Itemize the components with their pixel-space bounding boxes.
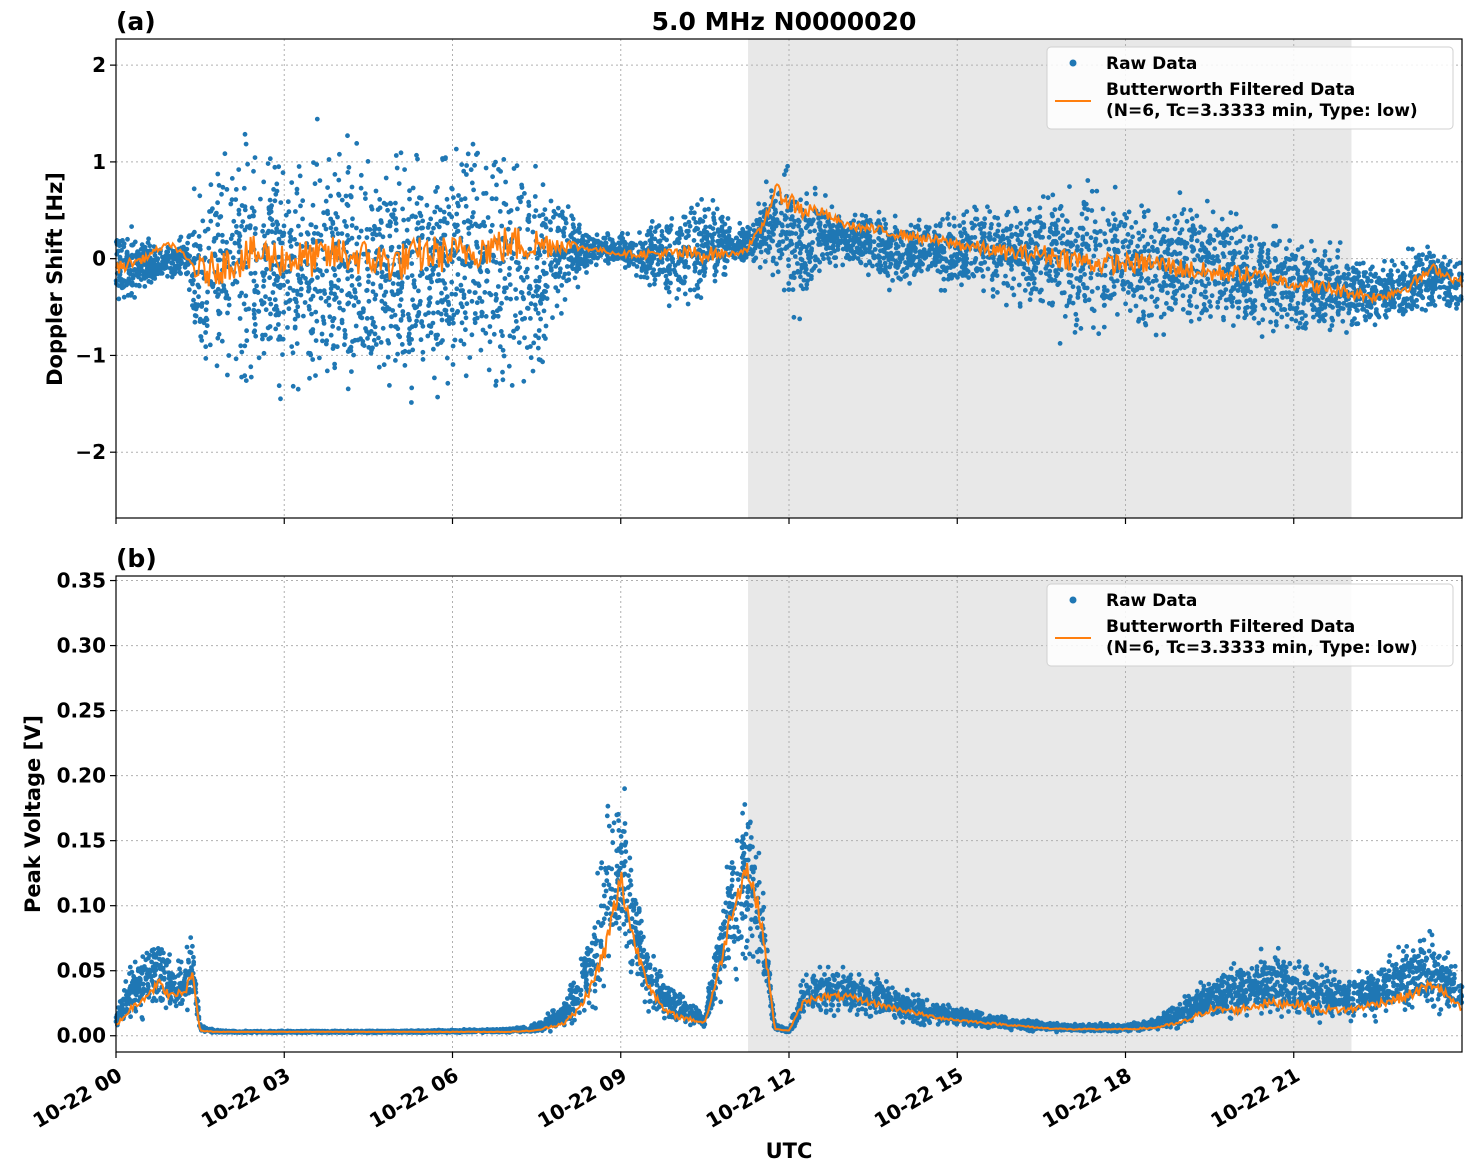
panel-a-raw-data-scatter [113, 116, 1464, 405]
panel-b-raw-data-scatter [113, 786, 1465, 1036]
panel-a-legend-box [1046, 46, 1454, 130]
panel-a-raw-points [113, 116, 1464, 405]
panel-a-x-axis [115, 518, 1295, 524]
x-tick-label: 10-22 12 [702, 1063, 800, 1133]
panel-a-legend-filtered-label: Butterworth Filtered Data [1106, 80, 1355, 100]
panel-b-raw-points [113, 786, 1465, 1036]
panel-a-y-tick-label: 1 [92, 150, 106, 174]
panel-a-legend-filtered-params: (N=6, Tc=3.3333 min, Type: low) [1106, 101, 1418, 121]
panel-a-label: (a) [116, 7, 156, 36]
panel-a-y-axis-label: Doppler Shift [Hz] [43, 172, 67, 386]
panel-b-y-tick-label: 0.25 [57, 699, 106, 723]
panel-a-y-tick-label: −1 [75, 343, 106, 367]
panel-a-legend-raw-marker [1069, 59, 1077, 67]
x-tick-label: 10-22 09 [533, 1063, 631, 1133]
panel-a-doppler-shift: (a) 2 1 0 −1 −2 Doppler Shift [Hz] Raw Data B… [43, 7, 1464, 524]
panel-b-y-tick-label: 0.30 [57, 634, 106, 658]
panel-b-y-tick-label: 0.20 [57, 764, 106, 788]
panel-b-y-tick-label: 0.10 [57, 894, 106, 918]
panel-b-y-tick-label: 0.00 [57, 1024, 106, 1048]
x-tick-label: 10-22 18 [1038, 1063, 1136, 1133]
figure-title: 5.0 MHz N0000020 [652, 7, 917, 36]
panel-b-legend-raw-marker [1069, 596, 1077, 604]
panel-b-y-tick-label: 0.35 [57, 569, 106, 593]
x-tick-label: 10-22 15 [870, 1063, 968, 1133]
x-axis-label: UTC [766, 1139, 813, 1163]
panel-a-y-tick-label: −2 [75, 440, 106, 464]
panel-b-y-axis-label: Peak Voltage [V] [21, 715, 45, 913]
panel-b-legend-raw-label: Raw Data [1106, 591, 1197, 611]
x-tick-label: 10-22 03 [197, 1063, 295, 1133]
panel-b-legend-filtered-label: Butterworth Filtered Data [1106, 617, 1355, 637]
x-tick-label: 10-22 06 [365, 1063, 463, 1133]
panel-b-legend-box [1046, 583, 1454, 667]
x-tick-label: 10-22 00 [29, 1063, 127, 1133]
panel-b-x-axis: 10-22 00 10-22 03 10-22 06 10-22 09 10-22 12… [29, 1052, 1304, 1133]
panel-b-y-axis: 0.35 0.30 0.25 0.20 0.15 0.10 0.05 0.00 [57, 569, 116, 1048]
panel-a-legend: Raw Data Butterworth Filtered Data(N=6, T… [1046, 46, 1454, 130]
panel-b-peak-voltage: (b) 0.35 0.30 0.25 0.20 0.15 0.10 0.05 0.00 10-… [21, 544, 1465, 1133]
panel-b-legend: Raw Data Butterworth Filtered Data(N=6, T… [1046, 583, 1454, 667]
panel-a-y-tick-label: 2 [92, 53, 106, 77]
panel-a-legend-raw-label: Raw Data [1106, 54, 1197, 74]
panel-b-y-tick-label: 0.05 [57, 959, 106, 983]
panel-b-filtered-line [115, 862, 1463, 1034]
panel-a-y-tick-label: 0 [92, 247, 106, 271]
x-tick-label: 10-22 21 [1206, 1063, 1304, 1133]
panel-b-label: (b) [116, 544, 157, 573]
panel-a-filtered-line [115, 183, 1463, 305]
panel-a-y-axis: 2 1 0 −1 −2 [75, 53, 116, 464]
panel-b-legend-filtered-params: (N=6, Tc=3.3333 min, Type: low) [1106, 638, 1418, 658]
panel-b-y-tick-label: 0.15 [57, 829, 106, 853]
